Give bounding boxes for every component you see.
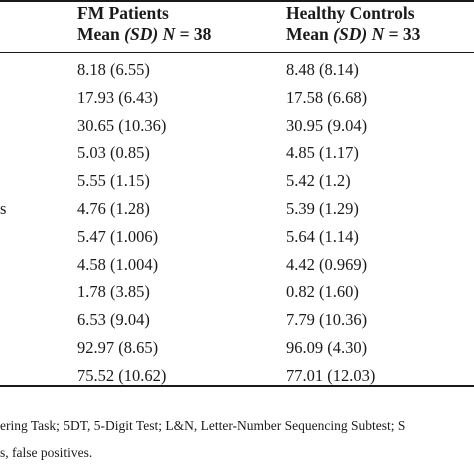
hc-value: 5.64 (1.14) <box>286 226 359 246</box>
table-row: 6.53 (9.04) 7.79 (10.36) <box>0 306 474 334</box>
fm-value: 75.52 (10.62) <box>77 365 167 385</box>
fm-value: 5.47 (1.006) <box>77 226 159 246</box>
fm-value: 92.97 (8.65) <box>77 337 159 357</box>
hc-value: 30.95 (9.04) <box>286 115 368 135</box>
table-row: 5.47 (1.006) 5.64 (1.14) <box>0 223 474 251</box>
table-row: 1.78 (3.85) 0.82 (1.60) <box>0 278 474 306</box>
footnote-line-2: s, false positives. <box>0 445 93 460</box>
header-hc-stats: Mean (SD) N = 33 <box>286 24 421 44</box>
hc-value: 5.42 (1.2) <box>286 171 351 191</box>
fm-value: 1.78 (3.85) <box>77 282 150 302</box>
fm-value: 17.93 (6.43) <box>77 87 159 107</box>
hc-value: 4.85 (1.17) <box>286 143 359 163</box>
fm-value: 5.03 (0.85) <box>77 143 150 163</box>
row-label: s <box>0 198 7 218</box>
table-body: 8.18 (6.55) 8.48 (8.14) 17.93 (6.43) 17.58… <box>0 56 474 390</box>
header-fm-stats: Mean (SD) N = 38 <box>77 24 212 44</box>
table-row: s 4.76 (1.28) 5.39 (1.29) <box>0 195 474 223</box>
table-row: 30.65 (10.36) 30.95 (9.04) <box>0 112 474 140</box>
table-row: 17.93 (6.43) 17.58 (6.68) <box>0 84 474 112</box>
fm-value: 5.55 (1.15) <box>77 171 150 191</box>
hc-value: 4.42 (0.969) <box>286 254 368 274</box>
header-hc-title: Healthy Controls <box>286 3 415 23</box>
fm-value: 6.53 (9.04) <box>77 310 150 330</box>
hc-value: 5.39 (1.29) <box>286 198 359 218</box>
hc-value: 77.01 (12.03) <box>286 365 376 385</box>
table-row: 92.97 (8.65) 96.09 (4.30) <box>0 334 474 362</box>
footnote-line-1: ering Task; 5DT, 5-Digit Test; L&N, Lett… <box>0 418 406 433</box>
fm-value: 30.65 (10.36) <box>77 115 167 135</box>
table-row: 4.58 (1.004) 4.42 (0.969) <box>0 251 474 279</box>
hc-value: 7.79 (10.36) <box>286 310 368 330</box>
hc-value: 96.09 (4.30) <box>286 337 368 357</box>
table-row: 5.55 (1.15) 5.42 (1.2) <box>0 167 474 195</box>
table-bottom-rule <box>0 385 474 387</box>
table-row: 75.52 (10.62) 77.01 (12.03) <box>0 362 474 390</box>
table-header-rule <box>0 52 474 53</box>
header-fm-patients: FM Patients Mean (SD) N = 38 <box>77 3 211 45</box>
table-footnote: ering Task; 5DT, 5-Digit Test; L&N, Lett… <box>0 412 474 466</box>
header-healthy-controls: Healthy Controls Mean (SD) N = 33 <box>286 3 420 45</box>
table-row: 5.03 (0.85) 4.85 (1.17) <box>0 139 474 167</box>
fm-value: 4.76 (1.28) <box>77 198 150 218</box>
hc-value: 17.58 (6.68) <box>286 87 368 107</box>
table-top-rule <box>0 0 474 2</box>
fm-value: 8.18 (6.55) <box>77 60 150 79</box>
table-row: 8.18 (6.55) 8.48 (8.14) <box>0 56 474 84</box>
hc-value: 0.82 (1.60) <box>286 282 359 302</box>
hc-value: 8.48 (8.14) <box>286 60 359 79</box>
fm-value: 4.58 (1.004) <box>77 254 159 274</box>
header-fm-title: FM Patients <box>77 3 169 23</box>
